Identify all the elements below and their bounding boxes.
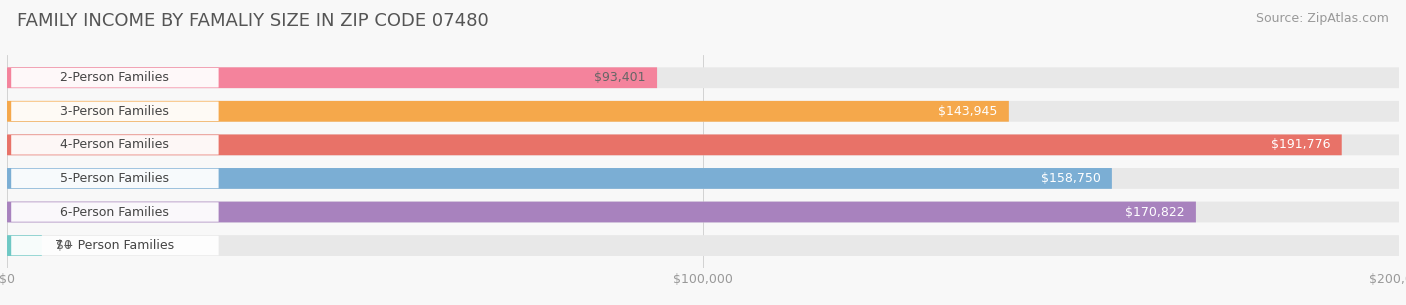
FancyBboxPatch shape bbox=[7, 168, 1112, 189]
Text: 4-Person Families: 4-Person Families bbox=[60, 138, 169, 151]
FancyBboxPatch shape bbox=[7, 202, 1197, 222]
Text: $143,945: $143,945 bbox=[938, 105, 998, 118]
FancyBboxPatch shape bbox=[7, 135, 1341, 155]
FancyBboxPatch shape bbox=[11, 169, 218, 188]
Text: $93,401: $93,401 bbox=[595, 71, 645, 84]
Text: 5-Person Families: 5-Person Families bbox=[60, 172, 169, 185]
FancyBboxPatch shape bbox=[7, 101, 1399, 122]
FancyBboxPatch shape bbox=[11, 202, 218, 222]
FancyBboxPatch shape bbox=[11, 102, 218, 121]
FancyBboxPatch shape bbox=[7, 101, 1010, 122]
Text: $191,776: $191,776 bbox=[1271, 138, 1330, 151]
FancyBboxPatch shape bbox=[7, 135, 1399, 155]
Text: $158,750: $158,750 bbox=[1040, 172, 1101, 185]
FancyBboxPatch shape bbox=[11, 68, 218, 88]
Text: 2-Person Families: 2-Person Families bbox=[60, 71, 169, 84]
FancyBboxPatch shape bbox=[7, 67, 1399, 88]
FancyBboxPatch shape bbox=[11, 236, 218, 255]
FancyBboxPatch shape bbox=[7, 235, 42, 256]
Text: 6-Person Families: 6-Person Families bbox=[60, 206, 169, 218]
FancyBboxPatch shape bbox=[11, 135, 218, 155]
Text: 3-Person Families: 3-Person Families bbox=[60, 105, 169, 118]
Text: FAMILY INCOME BY FAMALIY SIZE IN ZIP CODE 07480: FAMILY INCOME BY FAMALIY SIZE IN ZIP COD… bbox=[17, 12, 489, 30]
Text: $170,822: $170,822 bbox=[1125, 206, 1185, 218]
FancyBboxPatch shape bbox=[7, 235, 1399, 256]
FancyBboxPatch shape bbox=[7, 202, 1399, 222]
FancyBboxPatch shape bbox=[7, 67, 657, 88]
FancyBboxPatch shape bbox=[7, 168, 1399, 189]
Text: Source: ZipAtlas.com: Source: ZipAtlas.com bbox=[1256, 12, 1389, 25]
Text: $0: $0 bbox=[56, 239, 72, 252]
Text: 7+ Person Families: 7+ Person Families bbox=[55, 239, 174, 252]
